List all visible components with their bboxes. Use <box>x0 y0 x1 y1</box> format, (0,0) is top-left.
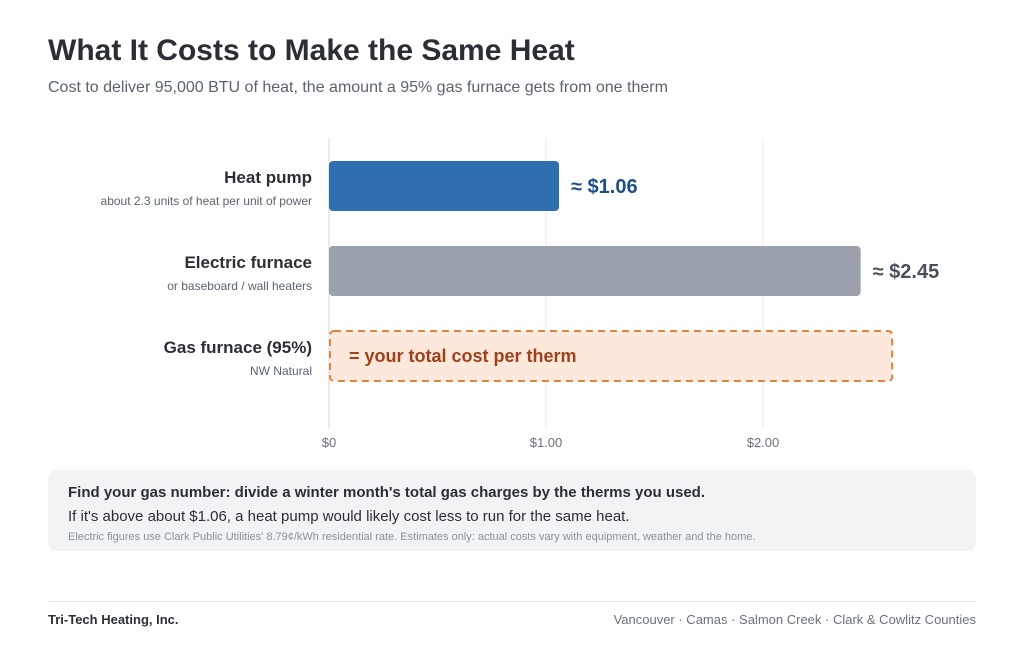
x-tick-label: $0 <box>322 435 336 450</box>
category-label: Electric furnace <box>184 253 312 272</box>
placeholder-bar <box>329 330 894 382</box>
category-note: about 2.3 units of heat per unit of powe… <box>101 194 312 208</box>
page-subtitle: Cost to deliver 95,000 BTU of heat, the … <box>48 79 668 96</box>
footer-company: Tri-Tech Heating, Inc. <box>48 612 179 627</box>
note-line: If it's above about $1.06, a heat pump w… <box>68 508 630 525</box>
footer-service-areas: Vancouver · Camas · Salmon Creek · Clark… <box>613 612 976 627</box>
category-label: Heat pump <box>224 168 312 187</box>
note-headline: Find your gas number: divide a winter mo… <box>68 484 706 501</box>
bar <box>329 246 861 296</box>
cost-bar-chart: $0 $1.00 $2.00 Heat pump about 2.3 units of … <box>101 138 940 450</box>
data-label: ≈ $2.45 <box>873 261 940 283</box>
category-note: NW Natural <box>250 364 312 378</box>
note-fineprint: Electric figures use Clark Public Utilit… <box>68 531 756 543</box>
x-tick-label: $2.00 <box>747 435 780 450</box>
category-note: or baseboard / wall heaters <box>167 279 312 293</box>
data-label: = your total cost per therm <box>349 346 577 366</box>
x-tick-label: $1.00 <box>530 435 563 450</box>
page-title: What It Costs to Make the Same Heat <box>48 34 575 67</box>
gas-number-note: Find your gas number: divide a winter mo… <box>48 470 976 551</box>
data-label: ≈ $1.06 <box>571 176 638 198</box>
footer-divider <box>48 601 976 602</box>
bar <box>329 161 560 211</box>
category-label: Gas furnace (95%) <box>164 338 312 357</box>
